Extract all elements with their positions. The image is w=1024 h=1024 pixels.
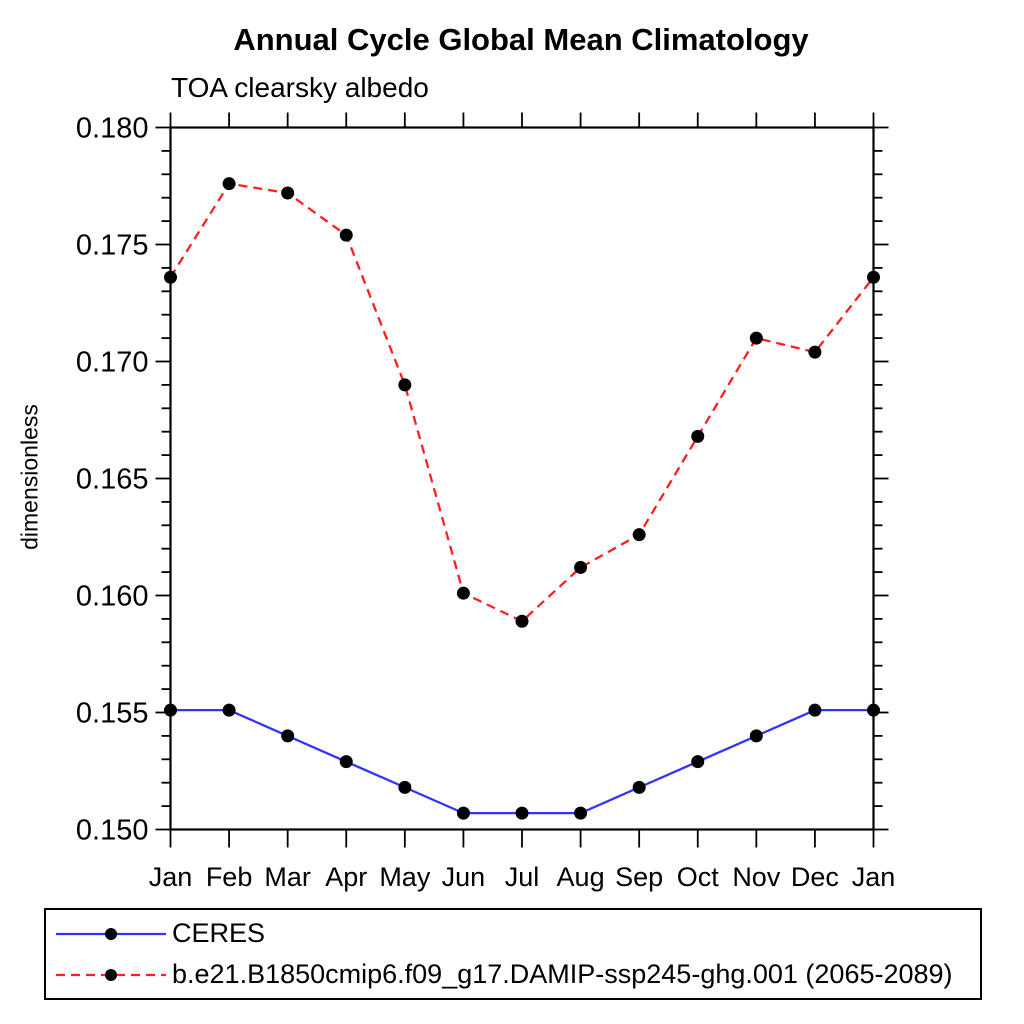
data-point (281, 186, 295, 200)
x-tick-label: Aug (557, 862, 605, 892)
y-tick-label: 0.165 (76, 464, 149, 496)
x-tick-label: Jan (149, 862, 193, 892)
chart-subtitle: TOA clearsky albedo (171, 72, 429, 103)
data-point (749, 331, 763, 345)
plot-frame (169, 126, 875, 831)
chart-title: Annual Cycle Global Mean Climatology (233, 22, 809, 57)
data-point (398, 780, 412, 794)
data-point (456, 586, 470, 600)
data-point (339, 228, 353, 242)
legend-marker-dot (105, 927, 117, 940)
x-tick-label: Apr (325, 862, 367, 892)
x-tick-label: Oct (677, 862, 720, 892)
x-tick-label: Jun (442, 862, 486, 892)
x-tick-label: May (379, 862, 431, 892)
data-point (456, 806, 470, 820)
data-point (632, 780, 646, 794)
data-point (632, 528, 646, 542)
y-tick-label: 0.180 (76, 113, 149, 145)
series-line-0 (170, 709, 874, 815)
data-point (749, 729, 763, 743)
data-point (222, 177, 236, 191)
x-tick-label: Sep (615, 862, 663, 892)
data-point (164, 270, 177, 284)
x-tick-label: Nov (732, 862, 781, 892)
data-point (691, 429, 705, 443)
legend-label-model: b.e21.B1850cmip6.f09_g17.DAMIP-ssp245-gh… (172, 959, 953, 989)
data-point (867, 703, 880, 717)
data-point (398, 378, 412, 392)
series-line-1 (169, 182, 875, 623)
legend-sample-line-solid (56, 927, 166, 940)
x-tick-label: Feb (206, 862, 253, 892)
x-tick-label: Jul (505, 862, 540, 892)
y-tick-label: 0.170 (76, 347, 149, 379)
y-tick-label: 0.160 (76, 581, 149, 613)
legend-sample-line-dashed (56, 968, 166, 981)
y-tick-label: 0.150 (76, 815, 149, 847)
data-point (574, 806, 588, 820)
data-point (164, 703, 177, 717)
data-point (281, 729, 295, 743)
data-point (515, 614, 529, 628)
data-point (515, 806, 529, 820)
legend: CERES b.e21.B1850cmip6.f09_g17.DAMIP-ssp… (44, 908, 982, 1000)
legend-entry-ceres: CERES (52, 913, 980, 954)
legend-entry-model: b.e21.B1850cmip6.f09_g17.DAMIP-ssp245-gh… (52, 954, 980, 995)
data-point (222, 703, 236, 717)
legend-label-ceres: CERES (172, 918, 266, 948)
y-tick-label: 0.155 (76, 698, 149, 730)
x-tick-label: Jan (852, 862, 896, 892)
data-point (691, 755, 705, 769)
x-tick-label: Dec (791, 862, 839, 892)
data-point (339, 755, 353, 769)
y-tick-label: 0.175 (76, 230, 149, 262)
legend-marker-dot (105, 968, 117, 981)
data-point (574, 560, 588, 574)
data-point (808, 703, 822, 717)
x-tick-label: Mar (264, 862, 311, 892)
data-point (867, 270, 880, 284)
data-point (808, 345, 822, 359)
